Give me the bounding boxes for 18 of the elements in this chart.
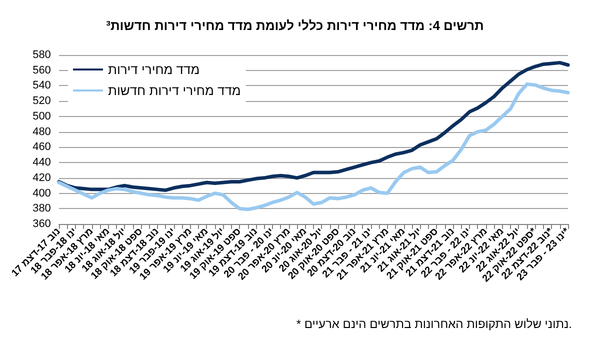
y-tick-label: 420 xyxy=(32,172,51,184)
line-series xyxy=(57,60,570,192)
y-tick-label: 580 xyxy=(32,49,51,61)
y-tick-label: 460 xyxy=(32,141,51,154)
legend-label: מדד מחירי דירות xyxy=(108,62,200,77)
chart-title: תרשים 4: מדד מחירי דירות כללי לעומת מדד מחירי דירות חדשות³ xyxy=(106,18,484,33)
legend-label: מדד מחירי דירות חדשות xyxy=(108,83,241,98)
y-tick-label: 540 xyxy=(32,80,51,92)
y-tick-label: 360 xyxy=(32,218,51,230)
y-tick-label: 400 xyxy=(32,187,51,200)
y-tick-label: 440 xyxy=(32,156,51,169)
line-series xyxy=(57,82,570,212)
y-tick-label: 520 xyxy=(32,95,51,108)
y-tick-label: 480 xyxy=(32,126,51,138)
y-tick-label: 380 xyxy=(32,202,51,215)
y-tick-label: 560 xyxy=(32,64,51,76)
text: * נתוני שלוש התקופות האחרונות בתרשים הינם ארעיים. xyxy=(296,317,572,331)
y-tick-label: 500 xyxy=(32,110,51,122)
